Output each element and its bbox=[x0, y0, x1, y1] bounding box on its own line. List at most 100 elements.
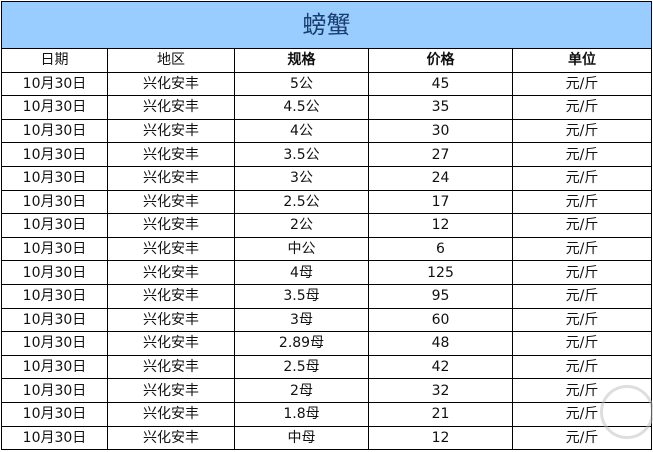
table-cell: 元/斤 bbox=[511, 401, 653, 427]
table-row: 10月30日 兴化安丰 2.5母 42 元/斤 bbox=[1, 354, 653, 380]
table-row: 10月30日 兴化安丰 3母 60 元/斤 bbox=[1, 307, 653, 333]
table-cell: 10月30日 bbox=[1, 354, 108, 380]
table-cell: 元/斤 bbox=[511, 354, 653, 380]
table-cell: 兴化安丰 bbox=[107, 95, 235, 120]
table-cell: 兴化安丰 bbox=[107, 425, 235, 451]
table-cell: 3母 bbox=[234, 307, 369, 333]
table-cell: 48 bbox=[368, 331, 513, 356]
table-row: 10月30日 兴化安丰 1.8母 21 元/斤 bbox=[1, 401, 653, 427]
table-cell: 兴化安丰 bbox=[107, 331, 235, 356]
table-cell: 10月30日 bbox=[1, 425, 108, 451]
table-cell: 60 bbox=[368, 307, 513, 333]
column-header: 规格 bbox=[234, 48, 369, 73]
table-row: 10月30日 兴化安丰 2.5公 17 元/斤 bbox=[1, 189, 653, 215]
column-header: 地区 bbox=[107, 48, 235, 73]
table-cell: 10月30日 bbox=[1, 236, 108, 262]
table-cell: 27 bbox=[368, 142, 513, 167]
table-cell: 兴化安丰 bbox=[107, 307, 235, 333]
table-cell: 17 bbox=[368, 189, 513, 215]
table-cell: 中母 bbox=[234, 425, 369, 451]
table-cell: 3公 bbox=[234, 165, 369, 191]
table-cell: 元/斤 bbox=[511, 260, 653, 285]
table-cell: 1.8母 bbox=[234, 401, 369, 427]
table-title: 螃蟹 bbox=[0, 1, 653, 49]
table-cell: 元/斤 bbox=[511, 189, 653, 215]
table-row: 10月30日 兴化安丰 2.89母 48 元/斤 bbox=[1, 331, 653, 356]
table-row: 10月30日 兴化安丰 中公 6 元/斤 bbox=[1, 236, 653, 262]
table-cell: 2.5母 bbox=[234, 354, 369, 380]
table-cell: 10月30日 bbox=[1, 71, 108, 97]
table-cell: 10月30日 bbox=[1, 401, 108, 427]
table-cell: 元/斤 bbox=[511, 118, 653, 144]
table-cell: 兴化安丰 bbox=[107, 118, 235, 144]
table-row: 10月30日 兴化安丰 4公 30 元/斤 bbox=[1, 118, 653, 144]
table-row: 10月30日 兴化安丰 4.5公 35 元/斤 bbox=[1, 95, 653, 120]
table-cell: 10月30日 bbox=[1, 378, 108, 403]
table-cell: 元/斤 bbox=[511, 425, 653, 451]
table-cell: 10月30日 bbox=[1, 118, 108, 144]
table-cell: 中公 bbox=[234, 236, 369, 262]
table-cell: 兴化安丰 bbox=[107, 236, 235, 262]
table-cell: 30 bbox=[368, 118, 513, 144]
table-cell: 3.5公 bbox=[234, 142, 369, 167]
table-cell: 元/斤 bbox=[511, 142, 653, 167]
table-cell: 兴化安丰 bbox=[107, 354, 235, 380]
table-row: 10月30日 兴化安丰 2母 32 元/斤 bbox=[1, 378, 653, 403]
table-cell: 元/斤 bbox=[511, 307, 653, 333]
table-row: 10月30日 兴化安丰 3.5母 95 元/斤 bbox=[1, 283, 653, 309]
table-cell: 4公 bbox=[234, 118, 369, 144]
table-cell: 兴化安丰 bbox=[107, 165, 235, 191]
table-cell: 42 bbox=[368, 354, 513, 380]
table-cell: 兴化安丰 bbox=[107, 71, 235, 97]
table-cell: 4母 bbox=[234, 260, 369, 285]
table-cell: 5公 bbox=[234, 71, 369, 97]
table-row: 10月30日 兴化安丰 4母 125 元/斤 bbox=[1, 260, 653, 285]
table-cell: 兴化安丰 bbox=[107, 260, 235, 285]
table-cell: 元/斤 bbox=[511, 378, 653, 403]
table-cell: 10月30日 bbox=[1, 142, 108, 167]
table-cell: 95 bbox=[368, 283, 513, 309]
table-row: 10月30日 兴化安丰 中母 12 元/斤 bbox=[1, 425, 653, 451]
table-cell: 10月30日 bbox=[1, 189, 108, 215]
column-header: 价格 bbox=[368, 48, 513, 73]
table-cell: 125 bbox=[368, 260, 513, 285]
table-cell: 兴化安丰 bbox=[107, 401, 235, 427]
table-cell: 45 bbox=[368, 71, 513, 97]
table-cell: 元/斤 bbox=[511, 213, 653, 238]
table-cell: 元/斤 bbox=[511, 71, 653, 97]
table-cell: 12 bbox=[368, 213, 513, 238]
table-cell: 35 bbox=[368, 95, 513, 120]
table-cell: 6 bbox=[368, 236, 513, 262]
table-cell: 兴化安丰 bbox=[107, 283, 235, 309]
table-cell: 元/斤 bbox=[511, 283, 653, 309]
table-cell: 10月30日 bbox=[1, 95, 108, 120]
table-cell: 10月30日 bbox=[1, 213, 108, 238]
table-cell: 兴化安丰 bbox=[107, 189, 235, 215]
table-cell: 2公 bbox=[234, 213, 369, 238]
table-cell: 2母 bbox=[234, 378, 369, 403]
table-cell: 21 bbox=[368, 401, 513, 427]
table-cell: 2.5公 bbox=[234, 189, 369, 215]
table-cell: 2.89母 bbox=[234, 331, 369, 356]
column-header: 日期 bbox=[1, 48, 108, 73]
table-cell: 兴化安丰 bbox=[107, 213, 235, 238]
table-cell: 元/斤 bbox=[511, 95, 653, 120]
table-row: 10月30日 兴化安丰 3公 24 元/斤 bbox=[1, 165, 653, 191]
table-cell: 10月30日 bbox=[1, 260, 108, 285]
table-cell: 10月30日 bbox=[1, 165, 108, 191]
column-header: 单位 bbox=[511, 48, 653, 73]
table-row: 10月30日 兴化安丰 5公 45 元/斤 bbox=[1, 71, 653, 97]
table-cell: 元/斤 bbox=[511, 331, 653, 356]
table-cell: 24 bbox=[368, 165, 513, 191]
table-cell: 4.5公 bbox=[234, 95, 369, 120]
table-cell: 兴化安丰 bbox=[107, 378, 235, 403]
table-cell: 32 bbox=[368, 378, 513, 403]
table-row: 10月30日 兴化安丰 3.5公 27 元/斤 bbox=[1, 142, 653, 167]
table-row: 10月30日 兴化安丰 2公 12 元/斤 bbox=[1, 213, 653, 238]
table-cell: 10月30日 bbox=[1, 331, 108, 356]
table-cell: 10月30日 bbox=[1, 307, 108, 333]
table-cell: 10月30日 bbox=[1, 283, 108, 309]
table-cell: 元/斤 bbox=[511, 165, 653, 191]
table-cell: 元/斤 bbox=[511, 236, 653, 262]
